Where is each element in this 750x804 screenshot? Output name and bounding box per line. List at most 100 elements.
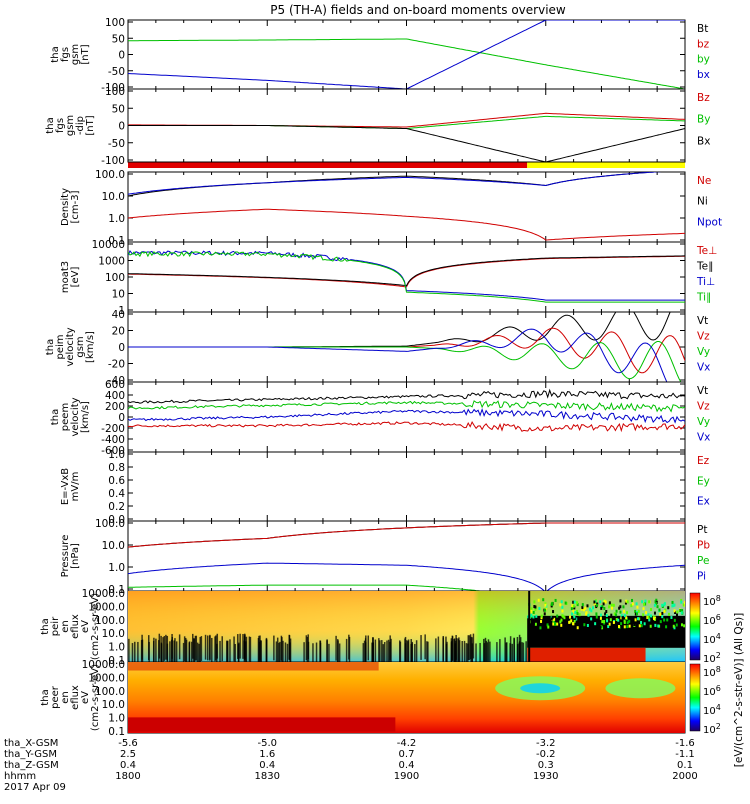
x-row-label: tha_X-GSM <box>4 738 58 749</box>
x-tick-label: 1830 <box>255 771 280 782</box>
colorbar-tick: 102 <box>703 651 721 665</box>
x-tick-label: -3.2 <box>536 738 556 749</box>
colorbar-tick: 106 <box>703 684 721 698</box>
legend-Bz: Bz <box>697 92 710 104</box>
y-tick-label: 1.0 <box>108 713 125 725</box>
y-axis-label: Pressure[nPa] <box>60 535 81 578</box>
panel-3: 100.0 10.0 1.0 0.1 Density[cm-3] <box>60 169 686 247</box>
series-Vx <box>128 407 685 424</box>
figure-title: P5 (TH-A) fields and on-board moments ov… <box>270 3 566 17</box>
x-tick-label: 0.4 <box>120 760 136 771</box>
y-tick-label: 0 <box>118 412 125 424</box>
series-Vt <box>128 312 671 348</box>
y-tick-label: 1.0 <box>108 213 125 225</box>
x-tick-label: 2.5 <box>120 749 136 760</box>
legend-bx: bx <box>697 69 710 81</box>
x-tick-label: -1.1 <box>675 749 695 760</box>
panel-4: 10000 1000 100 10 1 moat3[eV] <box>60 239 686 317</box>
y-tick-label: -600 <box>101 445 125 457</box>
legend-Vy: Vy <box>697 416 710 428</box>
legend-Bx: Bx <box>697 135 710 147</box>
legend-Ne: Ne <box>697 175 711 187</box>
y-tick-label: 20 <box>112 326 125 338</box>
y-axis-label: thapeerenefluxeV(cm2-s-sr-eV) <box>40 664 101 731</box>
legend-Ex: Ex <box>697 496 710 508</box>
y-tick-label: 0.4 <box>108 488 125 500</box>
legend-Pi: Pi <box>697 571 706 583</box>
y-tick-label: 0.0 <box>108 514 125 526</box>
series-Vy <box>128 400 685 413</box>
series-Bx <box>128 125 685 162</box>
y-tick-label: 0.2 <box>108 501 125 513</box>
y-tick-label: 1000.0 <box>88 601 125 613</box>
y-axis-label: thafgsgsm[nT] <box>50 44 91 65</box>
x-row-label: hhmm <box>4 771 36 782</box>
y-tick-label: 50 <box>112 33 125 45</box>
legend-Vt: Vt <box>697 385 708 397</box>
x-row-label: tha_Y-GSM <box>4 749 57 760</box>
x-tick-label: -1.6 <box>675 738 695 749</box>
x-tick-label: 0.4 <box>399 760 415 771</box>
y-tick-label: 1.0 <box>108 449 125 461</box>
mode-bar-fast <box>527 162 685 168</box>
series-Ne <box>128 208 685 241</box>
legend-Ti⊥: Ti⊥ <box>696 276 715 288</box>
panel-frame <box>127 520 686 592</box>
y-tick-label: -400 <box>101 434 125 446</box>
legend-Pe: Pe <box>697 555 709 567</box>
legend-Vx: Vx <box>697 432 710 444</box>
series-Vt <box>128 388 685 404</box>
y-tick-label: -100 <box>101 82 125 94</box>
y-axis-label: moat3[eV] <box>60 261 81 293</box>
y-tick-label: 100 <box>105 272 125 284</box>
y-tick-label: 1000.0 <box>88 672 125 684</box>
series-Npot <box>128 172 662 195</box>
legend-Vz: Vz <box>697 401 710 413</box>
legend-Pt: Pt <box>697 524 707 536</box>
y-tick-label: 10 <box>112 289 125 301</box>
legend-Vy: Vy <box>697 346 710 358</box>
y-tick-label: 0.1 <box>108 584 125 596</box>
legend-by: by <box>697 54 710 66</box>
legend-Pb: Pb <box>697 540 710 552</box>
y-tick-label: 0.1 <box>108 726 125 738</box>
series-Ti∥ <box>128 251 685 303</box>
y-tick-label: 10.0 <box>102 540 125 552</box>
y-tick-label: 0.1 <box>108 235 125 247</box>
spectrogram <box>128 591 685 662</box>
x-tick-label: -0.2 <box>536 749 556 760</box>
legend-Te∥: Te∥ <box>696 261 713 273</box>
x-row-label: tha_Z-GSM <box>4 760 59 771</box>
y-tick-label: 10.0 <box>102 628 125 640</box>
series-Te∥ <box>128 255 685 287</box>
y-tick-label: 100 <box>105 86 125 98</box>
x-tick-label: 1930 <box>533 771 558 782</box>
legend-Te⊥: Te⊥ <box>696 245 717 257</box>
y-tick-label: 100 <box>105 17 125 29</box>
x-tick-label: 1800 <box>115 771 140 782</box>
legend-Ni: Ni <box>697 196 708 208</box>
y-tick-label: 100.0 <box>95 518 125 530</box>
legend-Bt: Bt <box>697 23 708 35</box>
x-tick-label: 0.4 <box>259 760 275 771</box>
colorbar-tick: 108 <box>703 665 721 679</box>
colorbar-1: 108 106 104 102 <box>689 592 721 665</box>
y-tick-label: 0 <box>118 121 125 133</box>
spectrogram <box>128 662 685 733</box>
legend-Vt: Vt <box>697 315 708 327</box>
legend-Npot: Npot <box>697 216 722 228</box>
y-tick-label: 0 <box>118 342 125 354</box>
colorbar-tick: 104 <box>703 632 721 646</box>
x-tick-label: 0.7 <box>399 749 415 760</box>
y-tick-label: 600 <box>105 379 125 391</box>
panel-frame <box>127 171 686 243</box>
y-tick-label: -50 <box>108 138 125 150</box>
panel-1: 100 50 0 -50 -100 thafgsgsm[nT] <box>50 17 686 94</box>
y-axis-label: thapeemvelocity[km/s] <box>50 397 91 436</box>
y-tick-label: 10000 <box>92 239 125 251</box>
x-tick-label: 1.6 <box>259 749 275 760</box>
panel-8: 100.0 10.0 1.0 0.1 Pressure[nPa] <box>60 518 686 596</box>
y-tick-label: 10.0 <box>102 191 125 203</box>
y-tick-label: 1 <box>118 305 125 317</box>
